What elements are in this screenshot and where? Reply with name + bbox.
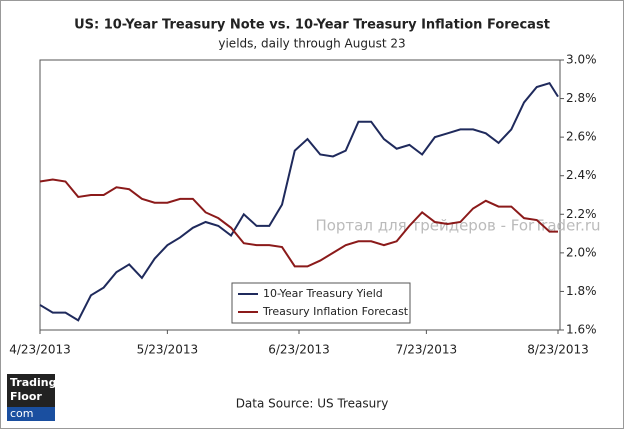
- y-tick-label: 2.4%: [566, 168, 597, 182]
- x-tick-label: 4/23/2013: [9, 343, 71, 357]
- source: Data Source: US Treasury: [236, 397, 389, 411]
- logo-text: com: [10, 407, 34, 420]
- y-tick-label: 1.6%: [566, 323, 597, 337]
- chart-subtitle: yields, daily through August 23: [218, 37, 405, 51]
- watermark: Портал для трейдеров - ForTrader.ru: [315, 217, 600, 235]
- y-tick-label: 2.6%: [566, 130, 597, 144]
- y-tick-label: 2.8%: [566, 91, 597, 105]
- legend-label: 10-Year Treasury Yield: [263, 287, 383, 300]
- logo-text: Trading: [10, 376, 57, 389]
- x-tick-label: 8/23/2013: [527, 343, 589, 357]
- y-tick-label: 1.8%: [566, 284, 597, 298]
- plot-frame: [39, 59, 561, 331]
- logo-band: [7, 407, 55, 421]
- y-tick-label: 2.2%: [566, 207, 597, 221]
- x-tick-label: 7/23/2013: [396, 343, 458, 357]
- legend: [231, 282, 411, 324]
- y-tick-label: 3.0%: [566, 53, 597, 67]
- chart-title: US: 10-Year Treasury Note vs. 10-Year Tr…: [74, 18, 550, 33]
- logo-text: Floor: [10, 390, 42, 403]
- x-tick-label: 6/23/2013: [268, 343, 330, 357]
- legend-label: Treasury Inflation Forecast: [262, 305, 409, 318]
- series-line: [39, 81, 559, 322]
- series-line: [39, 178, 558, 268]
- y-tick-label: 2.0%: [566, 245, 597, 259]
- x-tick-label: 5/23/2013: [137, 343, 199, 357]
